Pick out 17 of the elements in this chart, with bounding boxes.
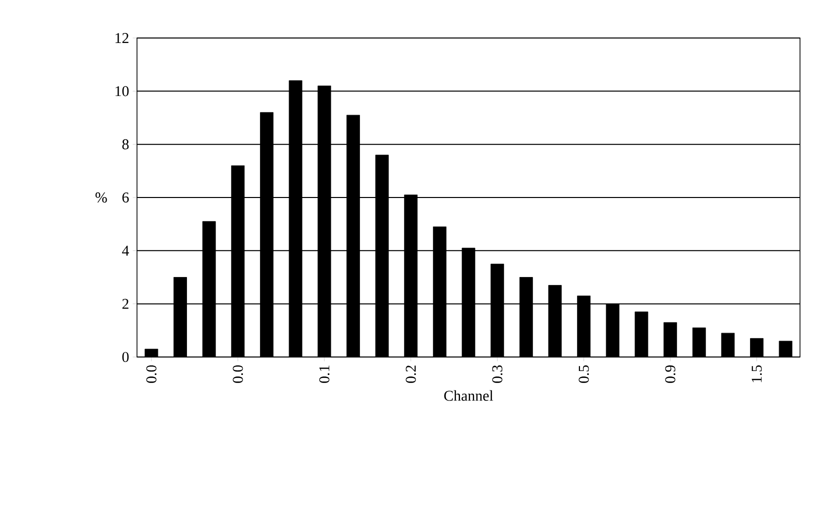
x-tick-label: 0.5 bbox=[578, 365, 589, 383]
y-tick-label: 4 bbox=[122, 246, 129, 256]
y-axis-title: % bbox=[96, 192, 107, 203]
x-tick-label: 0.9 bbox=[665, 365, 676, 383]
x-tick-label: 0.0 bbox=[232, 365, 243, 383]
y-tick-label: 10 bbox=[116, 86, 129, 96]
x-tick-label: 0.1 bbox=[319, 366, 330, 383]
y-tick-label: 12 bbox=[116, 33, 128, 43]
y-tick-label: 2 bbox=[122, 298, 128, 309]
x-tick-label: 1.5 bbox=[752, 365, 762, 382]
x-axis-title: Channel bbox=[444, 390, 494, 401]
y-tick-label: 8 bbox=[122, 139, 129, 150]
x-tick-label: 0.0 bbox=[146, 365, 156, 383]
y-tick-label: 0 bbox=[122, 352, 129, 362]
y-tick-label: 6 bbox=[122, 192, 129, 203]
x-tick-label: 0.3 bbox=[492, 365, 502, 383]
x-tick-label: 0.2 bbox=[406, 366, 416, 383]
